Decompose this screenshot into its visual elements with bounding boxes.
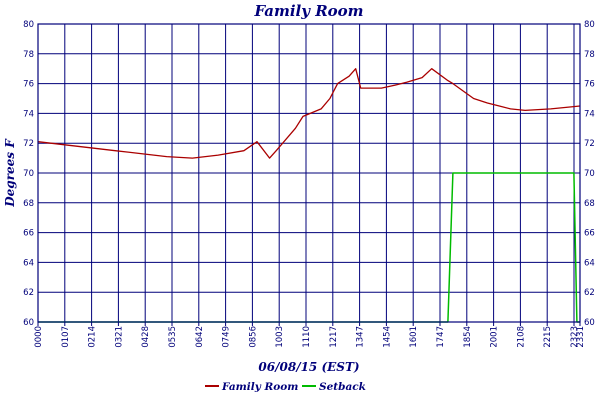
y-tick-label: 72 — [584, 139, 595, 149]
y-tick-label: 74 — [23, 109, 34, 119]
x-tick-label: 0535 — [168, 326, 178, 348]
y-axis-left: 60 62 64 66 68 70 72 74 76 78 80 — [23, 20, 34, 328]
x-tick-label: 0749 — [222, 326, 232, 348]
series-lines — [37, 68, 581, 323]
y-tick-label: 70 — [23, 169, 34, 179]
y-axis-right: 60 62 64 66 68 70 72 74 76 78 80 — [584, 20, 595, 328]
y-tick-label: 62 — [584, 288, 595, 298]
x-tick-label: 1003 — [275, 326, 285, 348]
x-tick-label: 1217 — [329, 326, 339, 348]
y-tick-label: 66 — [584, 229, 595, 239]
x-tick-label: 1454 — [382, 326, 392, 348]
x-axis-label: 06/08/15 (EST) — [258, 360, 359, 374]
x-tick-label: 1854 — [463, 326, 473, 348]
x-axis: 0000 0107 0214 0321 0428 0535 0642 0749 0856 1003… — [34, 322, 586, 348]
y-tick-label: 62 — [23, 288, 34, 298]
plot-frame — [37, 23, 581, 323]
y-tick-label: 76 — [584, 80, 595, 90]
x-tick-label: 2108 — [516, 326, 526, 348]
series-family-room-line — [37, 68, 581, 159]
x-tick-label: 2215 — [543, 326, 553, 348]
y-tick-label: 72 — [23, 139, 34, 149]
x-tick-label: 2331 — [576, 326, 586, 348]
x-tick-label: 1110 — [302, 326, 312, 348]
y-tick-label: 76 — [23, 80, 34, 90]
y-tick-label: 60 — [584, 318, 595, 328]
y-tick-label: 78 — [23, 50, 34, 60]
y-tick-label: 64 — [23, 258, 34, 268]
chart-title: Family Room — [253, 2, 363, 20]
x-tick-label: 2001 — [490, 326, 500, 348]
x-tick-label: 0000 — [34, 326, 44, 348]
x-tick-label: 0856 — [248, 326, 258, 348]
series-setback-line — [38, 172, 580, 323]
x-tick-label: 2323 — [570, 326, 580, 348]
x-tick-label: 0642 — [195, 326, 205, 348]
y-axis-label: Degrees F — [3, 138, 17, 208]
legend-label: Family Room — [221, 381, 298, 393]
y-tick-label: 80 — [584, 20, 595, 30]
y-tick-label: 78 — [584, 50, 595, 60]
x-tick-label: 0107 — [61, 326, 71, 348]
x-tick-label: 1747 — [436, 326, 446, 348]
y-tick-label: 70 — [584, 169, 595, 179]
x-tick-label: 0321 — [114, 326, 124, 348]
y-tick-label: 64 — [584, 258, 595, 268]
y-tick-label: 74 — [584, 109, 595, 119]
y-tick-label: 60 — [23, 318, 34, 328]
y-tick-label: 80 — [23, 20, 34, 30]
x-tick-label: 1347 — [356, 326, 366, 348]
y-tick-label: 66 — [23, 229, 34, 239]
x-tick-label: 1601 — [409, 326, 419, 348]
x-tick-label: 0214 — [88, 326, 98, 348]
legend: Family Room Setback — [205, 381, 366, 393]
legend-label: Setback — [319, 381, 366, 393]
x-tick-label: 0428 — [141, 326, 151, 348]
plot-border — [37, 23, 581, 323]
y-tick-label: 68 — [584, 199, 595, 209]
y-tick-label: 68 — [23, 199, 34, 209]
